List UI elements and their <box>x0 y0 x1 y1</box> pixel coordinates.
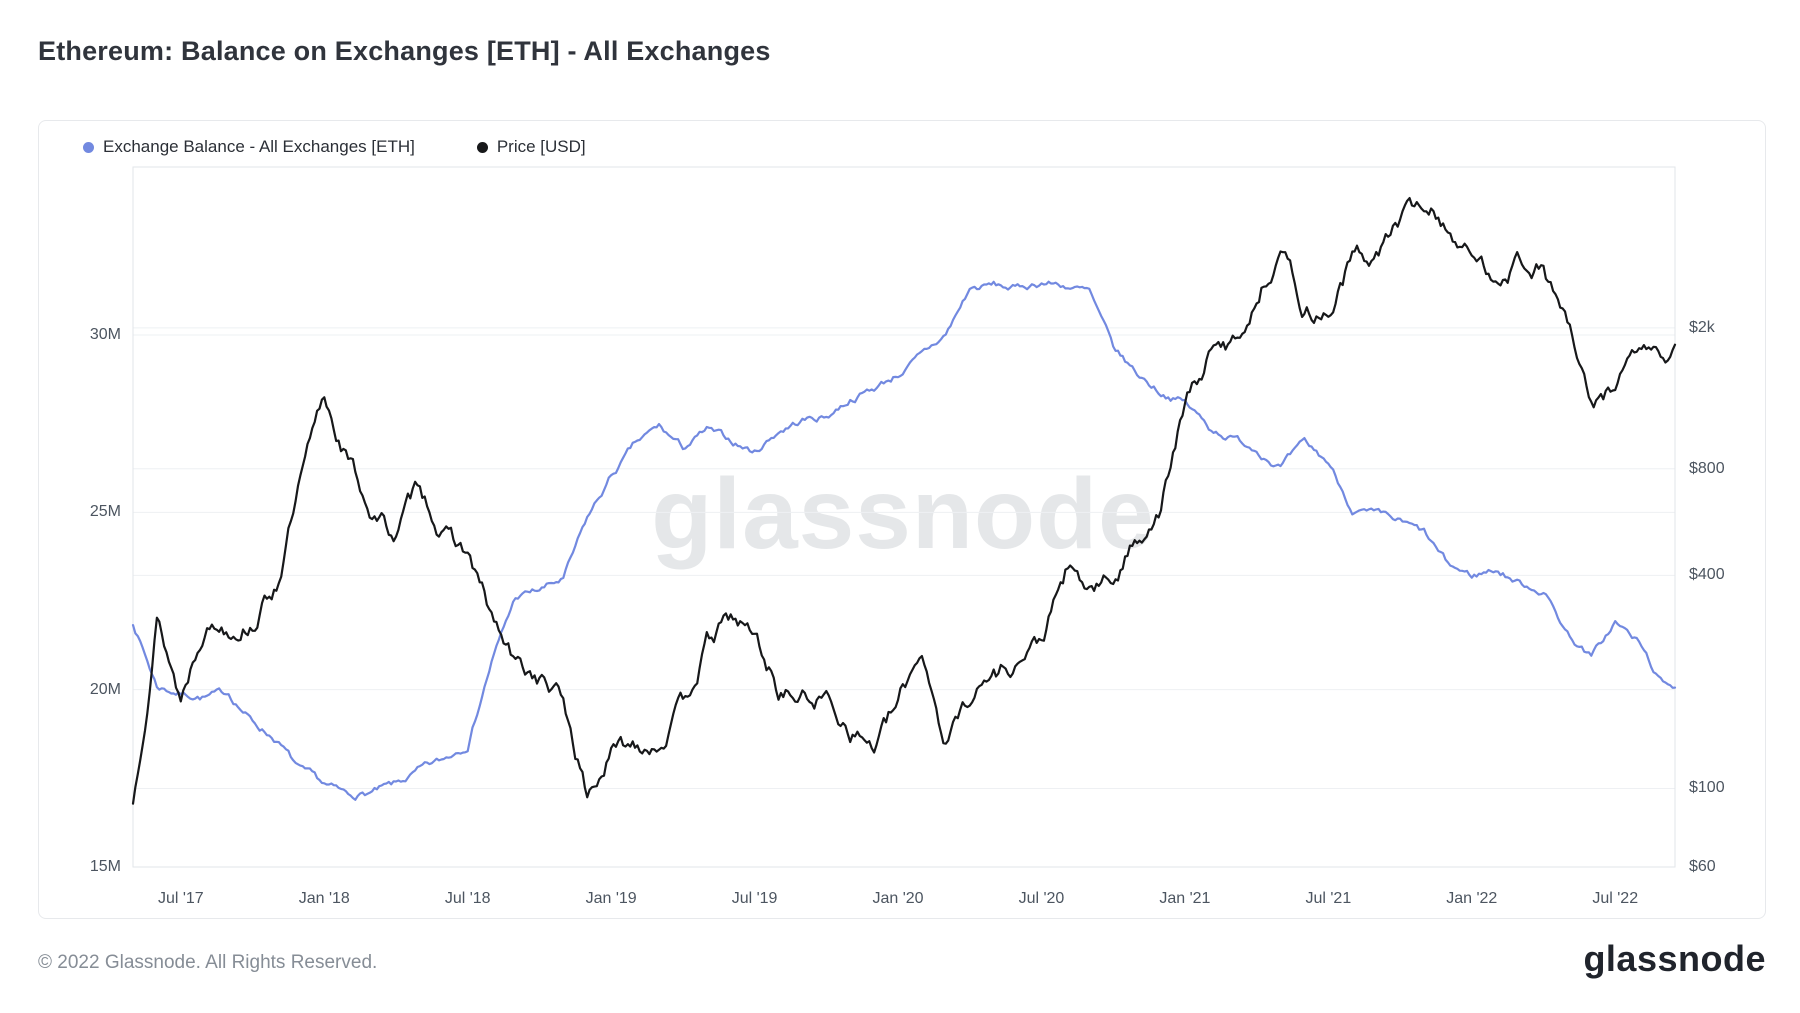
x-axis-tick: Jul '19 <box>731 890 778 907</box>
x-axis-tick: Jan '19 <box>585 890 637 907</box>
x-axis-tick: Jan '18 <box>298 890 350 907</box>
y-axis-left-tick: 25M <box>89 503 121 521</box>
glassnode-watermark: glassnode <box>651 458 1155 570</box>
chart-card: glassnode Exchange Balance - All Exchang… <box>38 120 1766 919</box>
x-axis-tick: Jul '21 <box>1305 890 1352 907</box>
legend-label-exchange-balance: Exchange Balance - All Exchanges [ETH] <box>103 137 415 156</box>
series-exchange-balance-line <box>131 280 1677 801</box>
x-axis-tick: Jul '22 <box>1592 890 1639 907</box>
legend-item-exchange-balance[interactable]: Exchange Balance - All Exchanges [ETH] <box>83 137 415 157</box>
y-axis-left-tick: 20M <box>89 680 121 698</box>
y-axis-right-tick: $100 <box>1689 779 1725 797</box>
legend: Exchange Balance - All Exchanges [ETH] P… <box>83 137 586 157</box>
y-axis-right-tick: $800 <box>1689 459 1725 477</box>
y-axis-right-tick: $2k <box>1689 318 1715 336</box>
x-axis-tick: Jan '21 <box>1159 890 1211 907</box>
y-axis-left-tick: 15M <box>89 858 121 875</box>
x-axis-tick: Jan '22 <box>1446 890 1498 907</box>
x-axis-tick: Jul '18 <box>444 890 491 907</box>
line-chart-plot[interactable] <box>39 121 1767 920</box>
series-price-line <box>131 197 1677 805</box>
footer-copyright: © 2022 Glassnode. All Rights Reserved. <box>38 952 378 973</box>
x-axis-tick: Jul '20 <box>1018 890 1065 907</box>
x-axis-tick: Jan '20 <box>872 890 924 907</box>
glassnode-logo: glassnode <box>1583 938 1766 979</box>
y-axis-left-tick: 30M <box>89 325 121 343</box>
plot-border <box>132 166 1676 868</box>
legend-label-price: Price [USD] <box>496 137 586 156</box>
y-axis-right-tick: $400 <box>1689 566 1725 584</box>
y-axis-right-tick: $60 <box>1689 858 1716 875</box>
x-axis-tick: Jul '17 <box>157 890 204 907</box>
page-title: Ethereum: Balance on Exchanges [ETH] - A… <box>38 36 771 66</box>
balance-series-dot-icon <box>83 141 94 153</box>
price-series-dot-icon <box>476 141 488 153</box>
legend-item-price[interactable]: Price [USD] <box>476 137 586 157</box>
